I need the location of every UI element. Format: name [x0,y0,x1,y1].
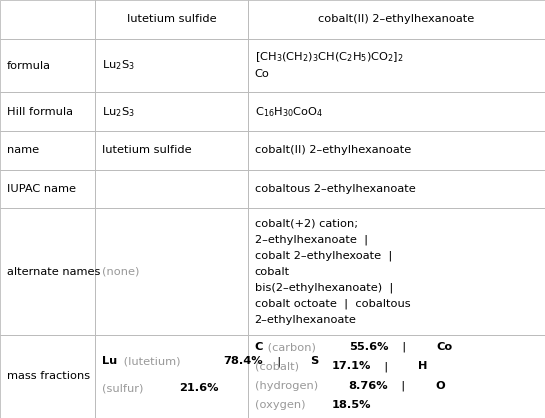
Bar [0,131,95,170]
Text: |: | [270,356,288,367]
Bar [0,39,95,92]
Text: bis(2–ethylhexanoate)  |: bis(2–ethylhexanoate) | [255,282,393,293]
Text: |: | [395,380,413,391]
Bar [95,170,248,209]
Bar [95,335,248,418]
Bar [0,335,95,418]
Text: 17.1%: 17.1% [331,362,371,371]
Bar [248,39,545,92]
Text: name: name [7,145,39,155]
Text: IUPAC name: IUPAC name [7,184,76,194]
Text: |: | [395,342,414,352]
Text: cobalt(II) 2–ethylhexanoate: cobalt(II) 2–ethylhexanoate [255,145,411,155]
Text: (cobalt): (cobalt) [255,362,302,371]
Text: alternate names: alternate names [7,267,100,277]
Text: cobaltous 2–ethylhexanoate: cobaltous 2–ethylhexanoate [255,184,415,194]
Text: (none): (none) [102,267,140,277]
Bar [95,39,248,92]
Text: H: H [418,362,428,371]
Text: (carbon): (carbon) [264,342,319,352]
Text: cobalt(II) 2–ethylhexanoate: cobalt(II) 2–ethylhexanoate [318,14,475,24]
Bar [248,335,545,418]
Text: cobalt octoate  |  cobaltous: cobalt octoate | cobaltous [255,298,410,309]
Text: cobalt(+2) cation;: cobalt(+2) cation; [255,219,358,229]
Text: Lu: Lu [102,357,117,366]
Text: 55.6%: 55.6% [349,342,389,352]
Bar [248,0,545,39]
Text: 2–ethylhexanoate  |: 2–ethylhexanoate | [255,234,368,245]
Text: C$_{16}$H$_{30}$CoO$_4$: C$_{16}$H$_{30}$CoO$_4$ [255,105,323,119]
Bar [0,209,95,335]
Text: (lutetium): (lutetium) [120,357,184,366]
Bar [248,131,545,170]
Bar [0,170,95,209]
Text: Co: Co [436,342,452,352]
Text: |: | [377,361,396,372]
Bar [0,0,95,39]
Bar [95,0,248,39]
Text: formula: formula [7,61,51,71]
Text: O: O [435,380,445,390]
Text: C: C [255,342,263,352]
Text: cobalt: cobalt [255,267,289,277]
Text: Lu$_2$S$_3$: Lu$_2$S$_3$ [102,59,135,72]
Text: [CH$_3$(CH$_2$)$_3$CH(C$_2$H$_5$)CO$_2$]$_2$: [CH$_3$(CH$_2$)$_3$CH(C$_2$H$_5$)CO$_2$]… [255,51,403,64]
Text: S: S [311,357,319,366]
Text: Lu$_2$S$_3$: Lu$_2$S$_3$ [102,105,135,119]
Text: cobalt 2–ethylhexoate  |: cobalt 2–ethylhexoate | [255,250,392,261]
Text: 18.5%: 18.5% [331,400,371,410]
Text: (oxygen): (oxygen) [255,400,308,410]
Bar [95,131,248,170]
Bar [248,92,545,131]
Text: 8.76%: 8.76% [348,380,388,390]
Bar [248,209,545,335]
Text: 2–ethylhexanoate: 2–ethylhexanoate [255,314,356,324]
Bar [95,92,248,131]
Text: 21.6%: 21.6% [179,383,219,393]
Text: mass fractions: mass fractions [7,371,90,381]
Text: (hydrogen): (hydrogen) [255,380,321,390]
Text: (sulfur): (sulfur) [102,383,147,393]
Text: lutetium sulfide: lutetium sulfide [127,14,216,24]
Text: Hill formula: Hill formula [7,107,72,117]
Bar [95,209,248,335]
Bar [0,92,95,131]
Text: lutetium sulfide: lutetium sulfide [102,145,191,155]
Bar [248,170,545,209]
Text: 78.4%: 78.4% [223,357,263,366]
Text: Co: Co [255,69,269,79]
